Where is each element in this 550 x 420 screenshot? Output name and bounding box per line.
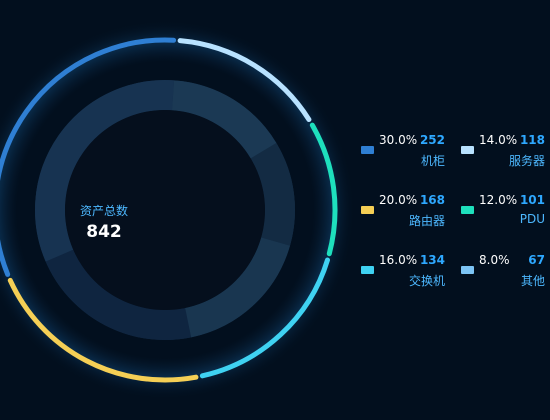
- legend-item-other[interactable]: 8.0% 67 其他: [461, 253, 545, 293]
- legend-name: 交换机: [408, 274, 445, 288]
- legend-swatch-other: [461, 266, 474, 274]
- inner-slice-2: [184, 237, 290, 338]
- inner-slice-1: [250, 142, 295, 246]
- legend-item-server[interactable]: 14.0% 118 服务器: [461, 133, 545, 173]
- total-assets-value: 842: [86, 222, 122, 242]
- legend-swatch-router: [361, 206, 374, 214]
- inner-core: [65, 110, 265, 310]
- inner-slice-0: [171, 80, 277, 159]
- legend-count: 101: [519, 193, 545, 207]
- legend-count: 67: [528, 253, 545, 267]
- legend-name: PDU: [519, 212, 545, 226]
- outer-ring-segments: [0, 37, 338, 383]
- legend-count: 134: [419, 253, 445, 267]
- legend-swatch-switch: [361, 266, 374, 274]
- legend-item-router[interactable]: 20.0% 168 路由器: [361, 193, 445, 233]
- legend-percent: 20.0%: [379, 193, 418, 207]
- outer-slice-2[interactable]: [199, 257, 330, 379]
- legend-count: 118: [519, 133, 545, 147]
- legend-name: 机柜: [420, 154, 445, 168]
- outer-slice-0[interactable]: [177, 38, 312, 123]
- total-assets-label: 资产总数: [79, 204, 128, 218]
- outer-slice-1[interactable]: [309, 122, 338, 257]
- legend-percent: 12.0%: [479, 193, 518, 207]
- inner-slice-3: [45, 249, 192, 340]
- legend-percent: 16.0%: [379, 253, 418, 267]
- outer-slice-4[interactable]: [0, 37, 177, 277]
- legend-name: 路由器: [408, 214, 445, 228]
- legend-percent: 14.0%: [479, 133, 518, 147]
- outer-slice-3[interactable]: [7, 277, 199, 383]
- legend-item-pdu[interactable]: 12.0% 101 PDU: [461, 193, 545, 233]
- legend-item-cabinet[interactable]: 30.0% 252 机柜: [361, 133, 445, 173]
- legend-percent: 8.0%: [479, 253, 510, 267]
- legend-name: 服务器: [508, 154, 545, 168]
- legend-swatch-pdu: [461, 206, 474, 214]
- legend-count: 168: [419, 193, 445, 207]
- legend-count: 252: [419, 133, 445, 147]
- inner-ring-segments: [35, 80, 295, 340]
- inner-slice-4: [35, 80, 175, 262]
- legend-swatch-server: [461, 146, 474, 154]
- legend-swatch-cabinet: [361, 146, 374, 154]
- legend-item-switch[interactable]: 16.0% 134 交换机: [361, 253, 445, 293]
- legend-percent: 30.0%: [379, 133, 418, 147]
- legend-name: 其他: [520, 274, 545, 288]
